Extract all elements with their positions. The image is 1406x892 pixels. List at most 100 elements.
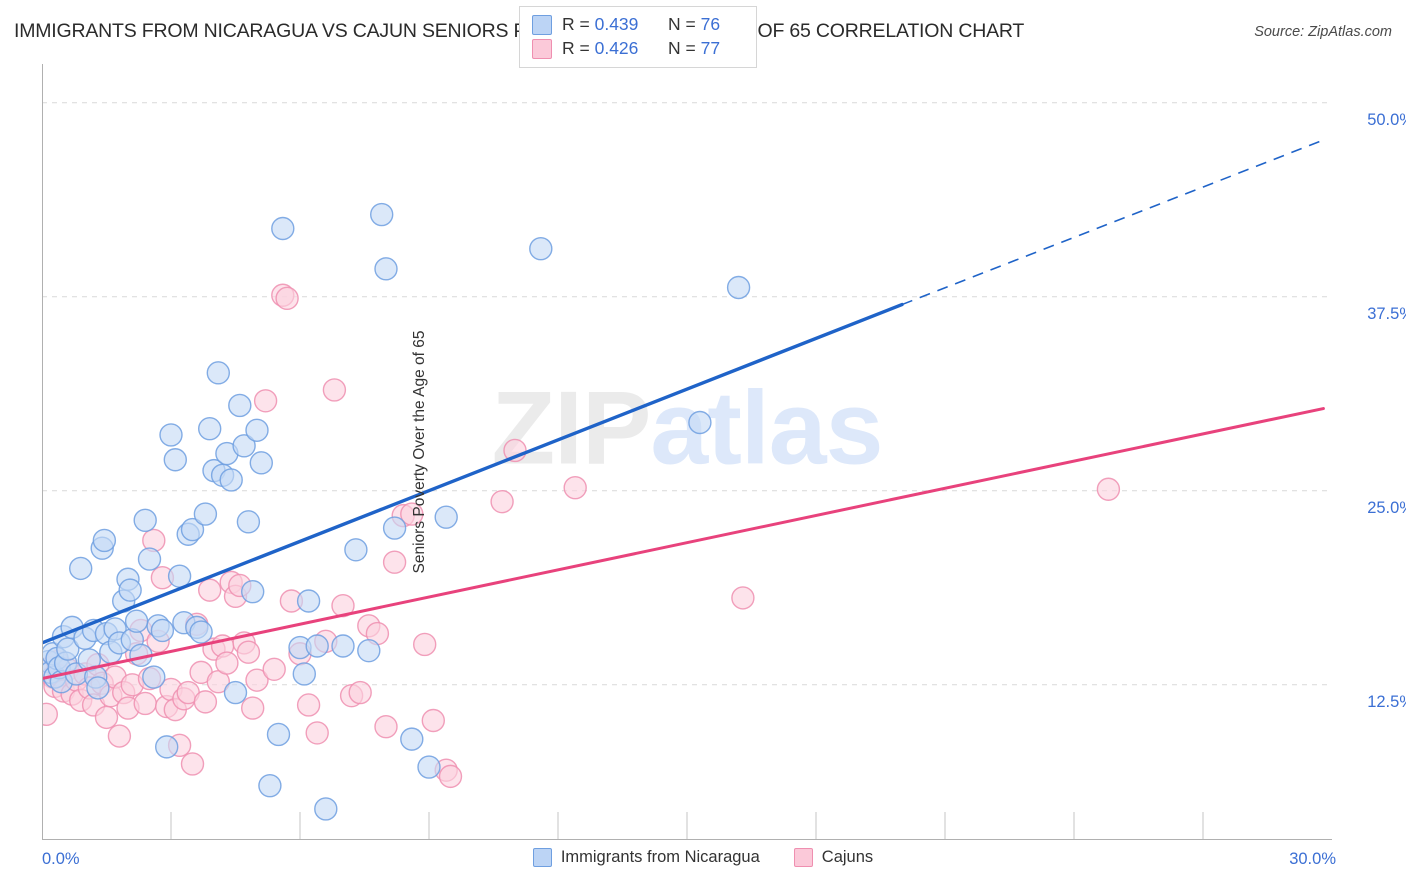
data-point: [215, 651, 239, 675]
data-point: [529, 236, 553, 261]
data-point: [438, 764, 463, 789]
data-point: [180, 517, 205, 542]
data-point: [382, 550, 407, 574]
data-point: [180, 752, 205, 776]
legend-swatch-blue-icon: [532, 14, 552, 35]
data-point: [331, 634, 355, 658]
data-point: [159, 423, 183, 447]
data-point: [400, 502, 424, 526]
legend-swatch-pink-icon: [532, 38, 552, 59]
data-point: [258, 773, 282, 798]
data-point: [193, 690, 218, 714]
stat-r-pink: R = 0.426: [562, 38, 658, 59]
data-point: [296, 693, 321, 717]
data-point: [232, 434, 256, 458]
stat-r-pink-label: R =: [562, 38, 595, 58]
data-point: [245, 668, 269, 692]
stat-n-pink-label: N =: [668, 38, 701, 58]
data-point: [118, 578, 142, 602]
data-point: [305, 634, 329, 658]
data-point: [223, 680, 248, 705]
stat-n-blue: N = 76: [668, 14, 742, 35]
data-point: [240, 579, 265, 604]
stat-r-blue-label: R =: [562, 14, 595, 34]
data-point: [193, 502, 218, 526]
x-axis-line: [42, 839, 1332, 840]
data-point: [357, 638, 381, 663]
data-point: [253, 389, 278, 413]
data-point: [86, 676, 110, 700]
data-point: [296, 589, 321, 613]
data-point: [240, 696, 265, 720]
data-point: [124, 609, 149, 633]
data-point: [236, 510, 261, 534]
y-tick-label: 12.5%: [1367, 692, 1406, 711]
data-point: [137, 547, 162, 571]
data-point: [421, 708, 445, 733]
stat-n-blue-value: 76: [700, 14, 721, 34]
data-point: [69, 556, 93, 581]
series-legend-item-nicaragua[interactable]: Immigrants from Nicaragua: [532, 848, 760, 867]
data-point: [1096, 477, 1121, 501]
data-point: [417, 755, 441, 779]
data-point: [490, 489, 514, 514]
data-point: [133, 691, 157, 716]
stat-n-pink: N = 77: [668, 38, 742, 59]
data-point: [344, 538, 368, 562]
plot-area: ZIPatlas Seniors Poverty Over the Age of…: [42, 64, 1406, 868]
data-point: [236, 640, 261, 664]
stat-n-blue-label: N =: [668, 14, 701, 34]
data-point: [305, 721, 329, 745]
data-point: [133, 508, 157, 532]
stat-r-blue-value: 0.439: [594, 14, 639, 34]
data-point: [206, 361, 231, 385]
data-point: [292, 662, 316, 686]
data-point: [413, 632, 437, 657]
source-attribution: Source: ZipAtlas.com: [1254, 24, 1392, 40]
data-point: [262, 657, 286, 681]
data-point: [271, 216, 295, 241]
data-point: [726, 275, 751, 300]
data-point: [154, 735, 179, 759]
data-point: [563, 476, 587, 500]
trendline-dashed-extension: [901, 139, 1324, 306]
data-point: [107, 724, 132, 748]
data-point: [92, 528, 117, 553]
series-swatch-pink-icon: [793, 848, 813, 867]
data-point: [275, 286, 299, 311]
stat-r-pink-value: 0.426: [594, 38, 639, 58]
series-legend-item-cajuns[interactable]: Cajuns: [793, 848, 874, 867]
data-point: [322, 378, 347, 402]
data-point: [249, 451, 274, 475]
series-swatch-blue-icon: [532, 848, 552, 867]
data-point: [219, 468, 243, 492]
data-point: [382, 516, 407, 540]
data-point: [688, 410, 712, 435]
data-point: [42, 702, 58, 726]
data-point: [731, 586, 755, 610]
data-point: [266, 722, 291, 747]
data-point: [197, 417, 222, 441]
correlation-stats-legend: R = 0.439 N = 76 R = 0.426 N = 77: [519, 6, 757, 68]
data-point: [150, 618, 175, 643]
data-point: [197, 578, 222, 602]
stat-n-pink-value: 77: [700, 38, 721, 58]
series-legend-label-cajuns: Cajuns: [821, 848, 874, 866]
data-point: [434, 505, 458, 529]
y-tick-label: 37.5%: [1367, 304, 1406, 323]
data-point: [374, 257, 398, 281]
stats-row-blue: R = 0.439 N = 76: [532, 14, 742, 35]
data-point: [228, 393, 252, 418]
data-point: [348, 680, 372, 705]
stat-r-blue: R = 0.439: [562, 14, 658, 35]
data-point: [314, 797, 338, 821]
x-tick-label-min: 0.0%: [42, 850, 80, 868]
data-point: [245, 418, 269, 442]
scatter-svg: [42, 102, 1332, 840]
y-tick-label: 50.0%: [1367, 110, 1406, 129]
series-legend-label-nicaragua: Immigrants from Nicaragua: [560, 848, 760, 866]
x-tick-label-max: 30.0%: [1289, 850, 1336, 868]
series-points-cajuns: [42, 283, 1121, 789]
data-point: [189, 620, 213, 644]
data-point: [163, 448, 188, 472]
